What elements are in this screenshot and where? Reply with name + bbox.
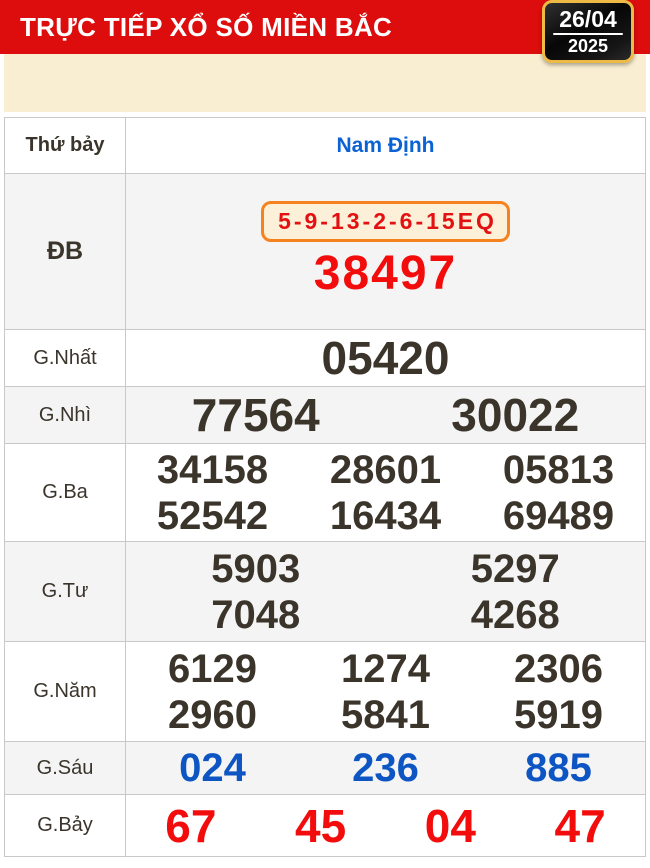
prize-number: 30022 — [451, 388, 580, 441]
prize-row-seventh: G.Bảy 67 45 04 47 — [5, 794, 645, 856]
prize-number: 7048 — [211, 592, 301, 637]
province-cell: Nam Định — [126, 118, 645, 173]
prize-number: 47 — [554, 799, 606, 852]
prize-number: 4268 — [470, 592, 560, 637]
weekday-label: Thứ bảy — [5, 118, 126, 173]
date-badge-divider — [553, 33, 623, 35]
prize-label: G.Sáu — [5, 742, 126, 794]
prize-number: 5297 — [470, 546, 560, 591]
prize-number: 69489 — [502, 493, 615, 538]
province-link[interactable]: Nam Định — [336, 133, 435, 157]
prize-label: G.Nhì — [5, 387, 126, 443]
prize-numbers-cell: 6129 1274 2306 2960 5841 5919 — [126, 642, 645, 741]
date-badge[interactable]: 26/04 2025 — [542, 0, 634, 63]
prize-number: 28601 — [329, 447, 442, 492]
special-code-wrap: 5-9-13-2-6-15EQ — [126, 201, 645, 242]
prize-label: G.Năm — [5, 642, 126, 741]
prize-row-fifth: G.Năm 6129 1274 2306 2960 5841 5919 — [5, 641, 645, 741]
prize-row-first: G.Nhất 05420 — [5, 329, 645, 386]
prize-row-sixth: G.Sáu 024 236 885 — [5, 741, 645, 794]
special-prize-cell: 5-9-13-2-6-15EQ 38497 — [126, 174, 645, 329]
prize-row-second: G.Nhì 77564 30022 — [5, 386, 645, 443]
prize-number-line: 2960 5841 5919 — [126, 692, 645, 738]
prize-number-line: 7048 4268 — [126, 592, 645, 638]
prize-numbers-cell: 34158 28601 05813 52542 16434 69489 — [126, 444, 645, 541]
prize-label: G.Tư — [5, 542, 126, 641]
special-prize-label: ĐB — [5, 174, 126, 329]
header-bar: TRỰC TIẾP XỔ SỐ MIỀN BẮC 26/04 2025 — [0, 0, 650, 63]
prize-number: 52542 — [156, 493, 269, 538]
prize-number: 885 — [525, 746, 592, 790]
special-code-box: 5-9-13-2-6-15EQ — [261, 201, 510, 242]
prize-number: 2306 — [514, 646, 603, 691]
cream-banner-band — [4, 54, 646, 112]
prize-number: 45 — [295, 799, 347, 852]
prize-number: 236 — [352, 746, 419, 790]
prize-number-line: 6129 1274 2306 — [126, 646, 645, 692]
prize-label: G.Nhất — [5, 330, 126, 386]
prize-number-line: 67 45 04 47 — [126, 796, 645, 856]
prize-number: 1274 — [341, 646, 430, 691]
prize-number: 67 — [165, 799, 217, 852]
special-prize-number: 38497 — [313, 247, 458, 300]
date-day-month: 26/04 — [559, 6, 617, 32]
prize-numbers-cell: 5903 5297 7048 4268 — [126, 542, 645, 641]
prize-number: 16434 — [329, 493, 442, 538]
lottery-result-table: Thứ bảy Nam Định ĐB 5-9-13-2-6-15EQ 3849… — [4, 117, 646, 857]
prize-label: G.Bảy — [5, 795, 126, 856]
prize-numbers-cell: 77564 30022 — [126, 387, 645, 443]
prize-numbers-cell: 05420 — [126, 330, 645, 386]
prize-number: 05813 — [502, 447, 615, 492]
prize-number: 5841 — [341, 692, 430, 737]
prize-row-fourth: G.Tư 5903 5297 7048 4268 — [5, 541, 645, 641]
prize-row-special: ĐB 5-9-13-2-6-15EQ 38497 — [5, 173, 645, 329]
prize-number-line: 024 236 885 — [126, 743, 645, 793]
prize-label: G.Ba — [5, 444, 126, 541]
prize-number: 34158 — [156, 447, 269, 492]
prize-number: 2960 — [168, 692, 257, 737]
prize-numbers-cell: 67 45 04 47 — [126, 795, 645, 856]
weekday-province-row: Thứ bảy Nam Định — [5, 118, 645, 173]
prize-number-line: 5903 5297 — [126, 546, 645, 592]
prize-number: 05420 — [321, 331, 450, 384]
prize-row-third: G.Ba 34158 28601 05813 52542 16434 69489 — [5, 443, 645, 541]
prize-number: 5919 — [514, 692, 603, 737]
prize-number-line: 52542 16434 69489 — [126, 493, 645, 539]
prize-number-line: 34158 28601 05813 — [126, 447, 645, 493]
prize-number: 6129 — [168, 646, 257, 691]
prize-number: 04 — [424, 799, 476, 852]
prize-numbers-cell: 024 236 885 — [126, 742, 645, 794]
prize-number-line: 77564 30022 — [126, 388, 645, 443]
page-title: TRỰC TIẾP XỔ SỐ MIỀN BẮC — [20, 11, 393, 42]
prize-number: 024 — [179, 746, 246, 790]
prize-number: 5903 — [211, 546, 301, 591]
date-year: 2025 — [567, 36, 609, 56]
prize-number-line: 05420 — [126, 331, 645, 386]
prize-number: 77564 — [191, 388, 320, 441]
